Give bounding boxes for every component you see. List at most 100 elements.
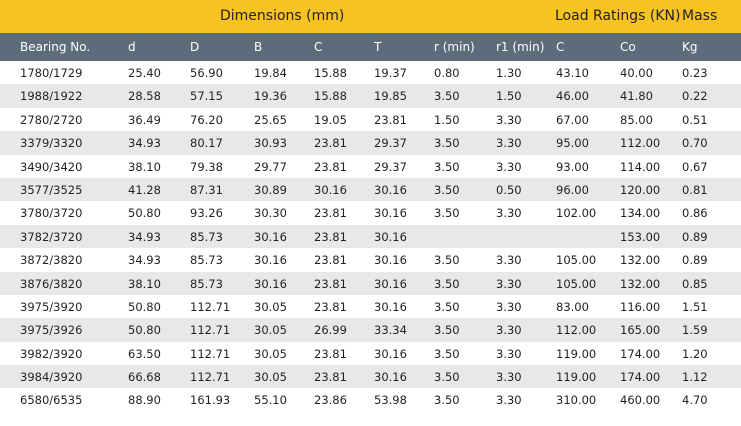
cell-kg: 1.12 — [682, 370, 708, 385]
cell-load-co: 165.00 — [620, 323, 661, 338]
cell-bearing-no: 3577/3525 — [20, 182, 83, 197]
cell-c: 26.99 — [314, 323, 347, 338]
cell-kg: 1.51 — [682, 299, 708, 314]
cell-kg: 0.86 — [682, 206, 708, 221]
column-header-d: d — [128, 40, 136, 54]
cell-bearing-no: 1988/1922 — [20, 89, 83, 104]
cell-r-min: 3.50 — [434, 393, 460, 408]
cell-outer-d: 76.20 — [190, 112, 223, 127]
cell-bearing-no: 1780/1729 — [20, 66, 83, 80]
cell-r1-min: 3.30 — [496, 136, 522, 151]
cell-c: 23.81 — [314, 370, 347, 385]
column-header-outer-d: D — [190, 40, 200, 54]
cell-kg: 0.51 — [682, 112, 708, 127]
cell-b: 19.84 — [254, 66, 287, 80]
cell-c: 23.81 — [314, 253, 347, 268]
cell-load-c: 46.00 — [556, 89, 589, 104]
cell-load-co: 85.00 — [620, 112, 653, 127]
cell-load-c: 112.00 — [556, 323, 597, 338]
cell-load-co: 132.00 — [620, 276, 661, 291]
cell-b: 55.10 — [254, 393, 287, 408]
cell-d: 34.93 — [128, 229, 161, 244]
cell-r-min: 3.50 — [434, 346, 460, 361]
cell-load-co: 41.80 — [620, 89, 653, 104]
table-row: 3975/3926 50.80 112.71 30.05 26.99 33.34 3.50 3… — [0, 318, 741, 342]
cell-d: 34.93 — [128, 253, 161, 268]
cell-t: 30.16 — [374, 276, 407, 291]
cell-kg: 0.81 — [682, 182, 708, 197]
column-header-c: C — [314, 40, 323, 54]
cell-c: 23.81 — [314, 229, 347, 244]
cell-load-c: 102.00 — [556, 206, 597, 221]
column-header-r-min: r (min) — [434, 40, 475, 54]
cell-load-c: 119.00 — [556, 346, 597, 361]
cell-t: 30.16 — [374, 346, 407, 361]
cell-d: 41.28 — [128, 182, 161, 197]
cell-outer-d: 87.31 — [190, 182, 223, 197]
cell-c: 23.81 — [314, 276, 347, 291]
cell-d: 25.40 — [128, 66, 161, 80]
column-header-load-c: C — [556, 40, 565, 54]
table-row: 3782/3720 34.93 85.73 30.16 23.81 30.16 153.00… — [0, 224, 741, 249]
cell-outer-d: 161.93 — [190, 393, 231, 408]
cell-d: 63.50 — [128, 346, 161, 361]
cell-bearing-no: 3872/3820 — [20, 253, 83, 268]
cell-kg: 1.59 — [682, 323, 708, 338]
cell-outer-d: 112.71 — [190, 346, 231, 361]
table-row: 3872/3820 34.93 85.73 30.16 23.81 30.16 3.50 3.… — [0, 248, 741, 271]
column-header-kg: Kg — [682, 40, 698, 54]
cell-r-min: 3.50 — [434, 159, 460, 174]
load-ratings-group-label: Load Ratings (KN) — [555, 8, 681, 24]
cell-kg: 1.20 — [682, 346, 708, 361]
cell-r-min: 1.50 — [434, 112, 460, 127]
cell-r1-min: 3.30 — [496, 253, 522, 268]
cell-c: 23.81 — [314, 206, 347, 221]
cell-load-co: 132.00 — [620, 253, 661, 268]
cell-bearing-no: 3975/3926 — [20, 323, 83, 338]
cell-r-min: 3.50 — [434, 253, 460, 268]
cell-r-min: 0.80 — [434, 66, 460, 80]
cell-outer-d: 57.15 — [190, 89, 223, 104]
cell-bearing-no: 3490/3420 — [20, 159, 83, 174]
cell-c: 19.05 — [314, 112, 347, 127]
cell-r1-min: 3.30 — [496, 346, 522, 361]
cell-b: 30.05 — [254, 299, 287, 314]
cell-b: 30.93 — [254, 136, 287, 151]
cell-load-c: 105.00 — [556, 276, 597, 291]
cell-load-co: 460.00 — [620, 393, 661, 408]
cell-b: 19.36 — [254, 89, 287, 104]
cell-r1-min: 3.30 — [496, 159, 522, 174]
column-header-load-co: Co — [620, 40, 636, 54]
cell-t: 30.16 — [374, 370, 407, 385]
cell-r-min: 3.50 — [434, 323, 460, 338]
table-body: 1780/1729 25.40 56.90 19.84 15.88 19.37 0.80 1.… — [0, 61, 741, 412]
cell-t: 23.81 — [374, 112, 407, 127]
cell-c: 15.88 — [314, 89, 347, 104]
cell-c: 23.86 — [314, 393, 347, 408]
cell-outer-d: 93.26 — [190, 206, 223, 221]
table-row: 3975/3920 50.80 112.71 30.05 23.81 30.16 3.50 3… — [0, 295, 741, 318]
cell-r-min: 3.50 — [434, 370, 460, 385]
cell-r1-min: 3.30 — [496, 393, 522, 408]
mass-group-label: Mass — [682, 8, 718, 24]
cell-t: 30.16 — [374, 253, 407, 268]
cell-d: 50.80 — [128, 206, 161, 221]
cell-t: 19.37 — [374, 66, 407, 80]
cell-r-min: 3.50 — [434, 136, 460, 151]
cell-r1-min: 1.50 — [496, 89, 522, 104]
cell-c: 23.81 — [314, 299, 347, 314]
cell-b: 25.65 — [254, 112, 287, 127]
cell-c: 23.81 — [314, 159, 347, 174]
cell-load-co: 134.00 — [620, 206, 661, 221]
cell-r-min: 3.50 — [434, 182, 460, 197]
cell-d: 38.10 — [128, 159, 161, 174]
cell-load-co: 174.00 — [620, 346, 661, 361]
cell-b: 30.16 — [254, 276, 287, 291]
cell-load-c: 83.00 — [556, 299, 589, 314]
cell-t: 19.85 — [374, 89, 407, 104]
cell-d: 36.49 — [128, 112, 161, 127]
cell-t: 53.98 — [374, 393, 407, 408]
cell-b: 30.30 — [254, 206, 287, 221]
